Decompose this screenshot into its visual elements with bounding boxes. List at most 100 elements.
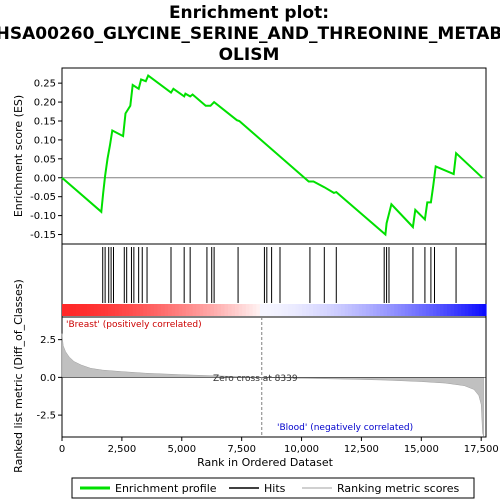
heat-cell (132, 304, 137, 316)
es-profile-line (61, 74, 484, 237)
hits-group (102, 247, 457, 303)
heat-cell (69, 304, 74, 316)
heat-cell (433, 304, 438, 316)
heat-cell (90, 304, 95, 316)
heat-cell (256, 304, 261, 316)
heat-cell (192, 304, 197, 316)
heat-cell (305, 304, 310, 316)
heat-cell (263, 304, 268, 316)
legend: Enrichment profile Hits Ranking metric s… (71, 477, 475, 499)
heat-cell (475, 304, 480, 316)
heat-cell (415, 304, 420, 316)
heat-cell (245, 304, 250, 316)
heat-cell (408, 304, 413, 316)
x-tick-label: 12,500 (344, 444, 379, 455)
metric-y-tick-label: 2.5 (40, 335, 56, 346)
heat-cell (319, 304, 325, 316)
x-tick-label: 5,000 (167, 444, 196, 455)
heat-cell (450, 304, 455, 316)
heat-cell (372, 304, 378, 316)
pos-class-label: 'Breast' (positively correlated) (66, 320, 202, 330)
heat-cell (464, 304, 469, 316)
es-y-tick-label: 0.15 (34, 116, 56, 127)
es-y-axis: 0.25 0.20 0.15 0.10 0.05 0.00 -0.05 -0.10 -0.15 (30, 79, 62, 241)
heat-cell (429, 304, 434, 316)
x-axis-label: Rank in Ordered Dataset (197, 456, 334, 469)
metric-area-group (61, 317, 486, 437)
heat-cell (330, 304, 335, 316)
metric-y-tick-label: -2.5 (36, 411, 56, 422)
heat-cell (447, 304, 452, 316)
heat-cell (404, 304, 409, 316)
heat-cell (334, 304, 339, 316)
heat-cell (86, 304, 91, 316)
heat-cell (440, 304, 445, 316)
plot-title-line-3: OLISM (219, 45, 280, 65)
heat-cell (376, 304, 381, 316)
heat-cell (344, 304, 349, 316)
heat-cell (164, 304, 169, 316)
rank-x-axis: 0 2,500 5,000 7,500 10,000 12,500 15,000 17,500 (59, 437, 499, 455)
heat-cell (312, 304, 317, 316)
heat-cell (418, 304, 423, 316)
heat-cell (97, 304, 102, 316)
heat-cell (72, 304, 77, 316)
heat-cell (355, 304, 360, 316)
legend-frame (71, 477, 475, 499)
heat-cell (302, 304, 307, 316)
rank-heatmap (62, 304, 487, 316)
heat-cell (107, 304, 113, 316)
heat-cell (436, 304, 441, 316)
neg-class-label: 'Blood' (negatively correlated) (277, 423, 413, 433)
heat-cell (196, 304, 201, 316)
heat-cell (387, 304, 392, 316)
heat-cell (157, 304, 162, 316)
heat-cell (383, 304, 388, 316)
heat-cell (478, 304, 484, 316)
x-tick-label: 7,500 (227, 444, 256, 455)
es-y-tick-label: 0.00 (34, 173, 56, 184)
heat-cell (79, 304, 84, 316)
es-y-label: Enrichment score (ES) (12, 95, 25, 217)
x-tick-label: 17,500 (464, 444, 499, 455)
heat-cell (457, 304, 462, 316)
heat-cell (266, 304, 272, 316)
heat-cell (182, 304, 187, 316)
heat-cell (150, 304, 155, 316)
metric-y-tick-label: 0.0 (40, 373, 56, 384)
heat-cell (394, 304, 399, 316)
x-tick-label: 2,500 (108, 444, 137, 455)
heat-cell (295, 304, 300, 316)
heat-cell (178, 304, 183, 316)
x-tick-label: 0 (59, 444, 65, 455)
es-y-tick-label: 0.10 (34, 135, 56, 146)
heat-cell (122, 304, 127, 316)
heat-cell (249, 304, 254, 316)
plot-title-line-2: HSA00260_GLYCINE_SERINE_AND_THREONINE_ME… (0, 24, 500, 44)
plot-title-line-1: Enrichment plot: (169, 3, 329, 23)
heat-cell (397, 304, 402, 316)
heat-cell (411, 304, 416, 316)
heat-cell (160, 304, 166, 316)
heat-cell (259, 304, 264, 316)
legend-metric-label: Ranking metric scores (337, 482, 459, 495)
heat-cell (351, 304, 356, 316)
heat-cell (274, 304, 279, 316)
heat-cell (471, 304, 476, 316)
heat-cell (443, 304, 448, 316)
heat-cell (76, 304, 81, 316)
heat-cell (129, 304, 134, 316)
heat-cell (337, 304, 342, 316)
heat-cell (270, 304, 275, 316)
heat-cell (199, 304, 204, 316)
es-line-group (61, 74, 484, 237)
heat-cell (224, 304, 229, 316)
heat-cell (235, 304, 240, 316)
heat-cell (327, 304, 332, 316)
heat-cell (175, 304, 180, 316)
heat-cell (390, 304, 395, 316)
heat-cell (143, 304, 148, 316)
heat-cell (203, 304, 208, 316)
heat-cell (422, 304, 427, 316)
